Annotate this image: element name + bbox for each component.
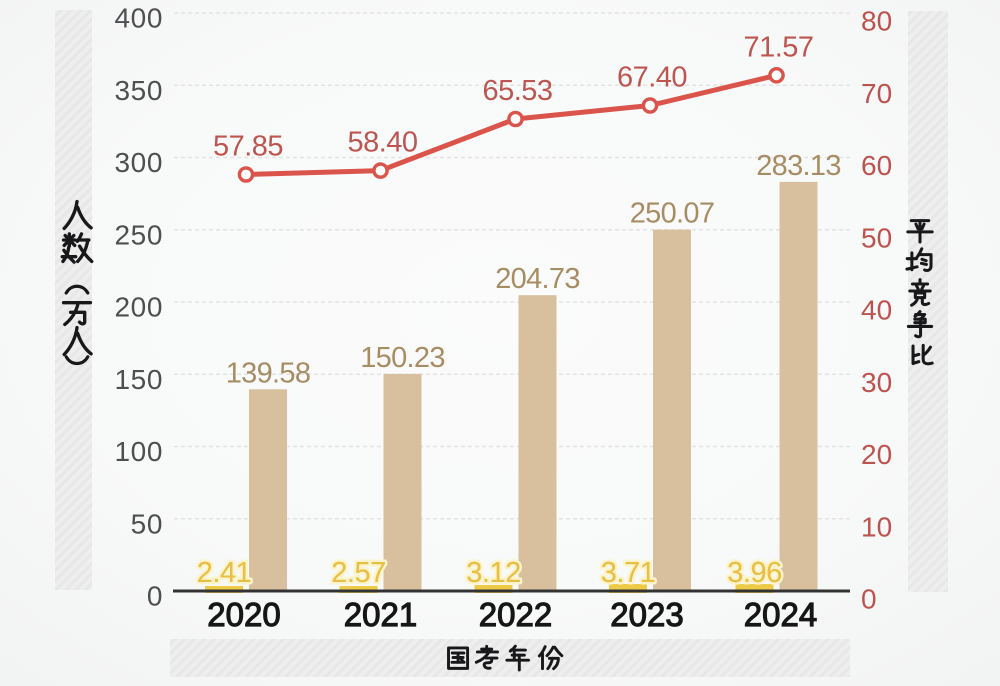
svg-text:30: 30 — [861, 367, 892, 398]
svg-text:3.71: 3.71 — [601, 557, 655, 589]
svg-text:100: 100 — [114, 436, 163, 467]
svg-text:20: 20 — [861, 439, 892, 470]
svg-text:58.40: 58.40 — [347, 127, 417, 159]
svg-text:250.07: 250.07 — [630, 198, 715, 230]
svg-text:80: 80 — [861, 6, 892, 37]
svg-text:2023: 2023 — [610, 596, 683, 633]
svg-text:3.12: 3.12 — [466, 557, 520, 589]
svg-text:0: 0 — [861, 584, 877, 615]
svg-text:50: 50 — [131, 508, 163, 539]
svg-text:3.96: 3.96 — [727, 557, 781, 589]
svg-text:57.85: 57.85 — [213, 131, 283, 163]
svg-text:71.57: 71.57 — [743, 31, 813, 63]
svg-text:40: 40 — [861, 295, 892, 326]
svg-text:350: 350 — [114, 75, 163, 106]
svg-text:70: 70 — [861, 78, 892, 109]
svg-text:2022: 2022 — [479, 596, 552, 633]
svg-text:150: 150 — [114, 364, 163, 395]
svg-text:250: 250 — [114, 219, 163, 250]
svg-text:2.41: 2.41 — [197, 557, 251, 589]
svg-text:65.53: 65.53 — [482, 75, 552, 107]
svg-text:400: 400 — [114, 3, 163, 34]
svg-text:283.13: 283.13 — [756, 150, 841, 182]
svg-text:0: 0 — [147, 581, 163, 612]
svg-text:60: 60 — [861, 150, 892, 181]
svg-text:200: 200 — [114, 292, 163, 323]
svg-text:150.23: 150.23 — [360, 342, 445, 374]
svg-text:50: 50 — [861, 222, 892, 253]
svg-text:2.41: 2.41 — [197, 557, 251, 589]
svg-text:3.96: 3.96 — [727, 557, 781, 589]
svg-text:2020: 2020 — [207, 596, 280, 633]
svg-text:3.12: 3.12 — [466, 557, 520, 589]
svg-text:2.57: 2.57 — [331, 557, 385, 589]
svg-text:2024: 2024 — [744, 596, 817, 633]
svg-text:10: 10 — [861, 511, 892, 542]
svg-text:2021: 2021 — [344, 596, 417, 633]
svg-text:204.73: 204.73 — [495, 263, 580, 295]
svg-text:139.58: 139.58 — [226, 357, 311, 389]
svg-text:67.40: 67.40 — [617, 62, 687, 94]
svg-text:3.71: 3.71 — [601, 557, 655, 589]
svg-text:2.57: 2.57 — [331, 557, 385, 589]
svg-text:300: 300 — [114, 147, 163, 178]
